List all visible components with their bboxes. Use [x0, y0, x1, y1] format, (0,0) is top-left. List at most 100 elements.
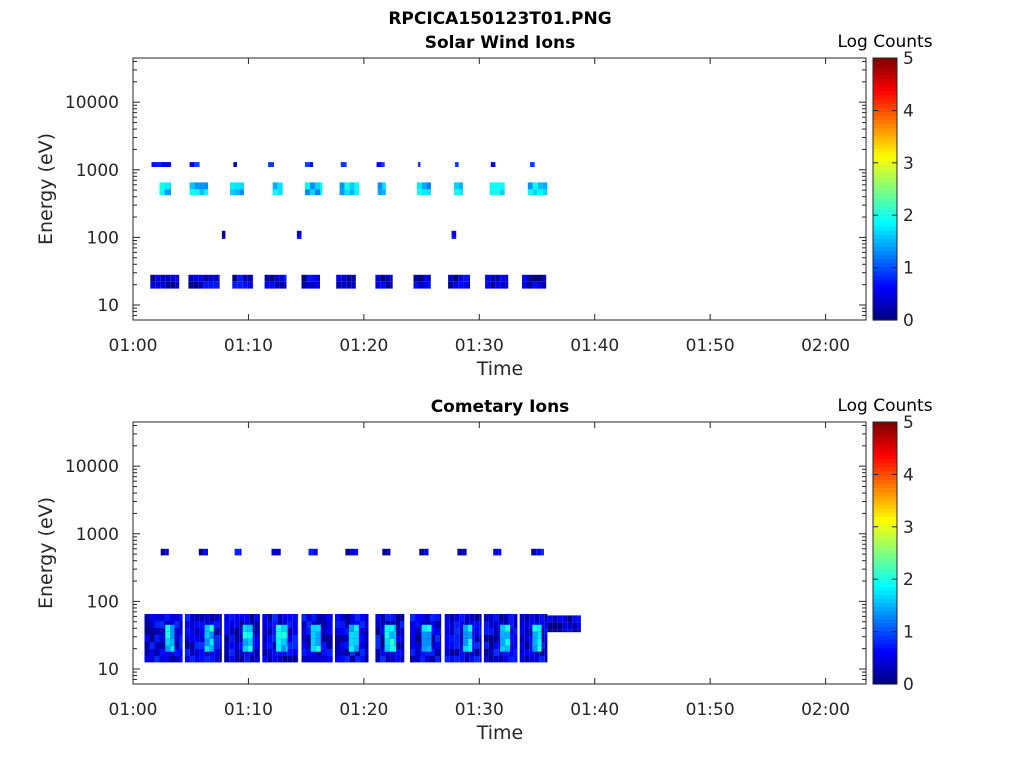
heatmap-cell	[189, 614, 195, 621]
heatmap-cell	[208, 281, 214, 289]
colorbar-segment	[873, 246, 897, 251]
heatmap-cell	[219, 642, 222, 649]
heatmap-cell	[189, 642, 195, 649]
heatmap-cell	[435, 628, 440, 635]
heatmap-cell	[503, 621, 509, 628]
heatmap-cell	[292, 628, 298, 635]
heatmap-cell	[340, 628, 345, 635]
heatmap-cell	[204, 649, 210, 656]
heatmap-cell	[345, 614, 350, 621]
heatmap-cell	[267, 621, 273, 628]
heatmap-cell	[234, 548, 240, 556]
heatmap-cell	[315, 182, 320, 190]
heatmap-cell	[508, 614, 514, 621]
heatmap-cell	[562, 622, 568, 630]
heatmap-cell	[259, 642, 260, 649]
heatmap-cell	[424, 548, 429, 556]
heatmap-cell	[500, 274, 506, 282]
heatmap-cell	[505, 624, 511, 632]
heatmap-cell	[365, 649, 369, 656]
heatmap-cell	[282, 656, 288, 663]
heatmap-cell	[529, 656, 535, 663]
heatmap-cell	[331, 621, 333, 628]
heatmap-cell	[174, 635, 180, 642]
heatmap-cell	[239, 548, 242, 556]
heatmap-cell	[430, 635, 435, 642]
heatmap-cell	[557, 622, 563, 630]
heatmap-cell	[311, 649, 317, 656]
heatmap-cell	[326, 621, 332, 628]
heatmap-cell	[315, 631, 321, 639]
heatmap-cell	[513, 628, 518, 635]
heatmap-cell	[301, 656, 307, 663]
heatmap-cell	[310, 645, 316, 652]
heatmap-cell	[219, 614, 222, 621]
colorbar-segment	[873, 426, 897, 431]
heatmap-cell	[320, 182, 323, 190]
heatmap-cell	[340, 614, 345, 621]
heatmap-cell	[490, 162, 496, 167]
colorbar-segment	[873, 205, 897, 211]
heatmap-cell	[234, 621, 240, 628]
colorbar-segment	[873, 266, 897, 272]
heatmap-cell	[428, 274, 431, 282]
colorbar-segment	[873, 524, 897, 530]
heatmap-cell	[380, 614, 386, 621]
heatmap-cell	[513, 635, 518, 642]
heatmap-cell	[272, 635, 278, 642]
heatmap-cell	[165, 548, 169, 556]
y-tick-label: 1000	[76, 161, 119, 181]
heatmap-cell	[544, 656, 548, 663]
heatmap-cell	[421, 631, 427, 639]
heatmap-cell	[244, 656, 250, 663]
heatmap-cell	[380, 621, 386, 628]
heatmap-cell	[395, 621, 401, 628]
heatmap-cell	[494, 189, 500, 196]
panel-title: Cometary Ions	[431, 397, 570, 417]
x-axis-label: Time	[476, 358, 524, 380]
heatmap-cell	[468, 638, 473, 646]
heatmap-cell	[547, 622, 553, 630]
heatmap-cell	[360, 642, 365, 649]
heatmap-cell	[544, 614, 548, 621]
heatmap-cell	[267, 656, 273, 663]
heatmap-cell	[354, 182, 360, 190]
colorbar-segment	[873, 557, 897, 562]
heatmap-cell	[239, 635, 245, 642]
heatmap-cell	[519, 635, 525, 642]
heatmap-cell	[174, 656, 180, 663]
colorbar-segment	[873, 234, 897, 239]
heatmap-cell	[213, 274, 219, 282]
heatmap-cell	[394, 631, 397, 639]
heatmap-cell	[426, 624, 432, 632]
heatmap-cell	[524, 656, 530, 663]
heatmap-cell	[224, 656, 230, 663]
heatmap-cell	[252, 281, 254, 289]
colorbar-tick-label: 4	[903, 465, 914, 485]
heatmap-cell	[389, 631, 395, 639]
heatmap-cell	[483, 649, 489, 656]
heatmap-cell	[239, 628, 245, 635]
colorbar-segment	[873, 229, 897, 235]
heatmap-cell	[522, 274, 527, 282]
heatmap-cell	[169, 649, 175, 656]
heatmap-cell	[214, 649, 220, 656]
x-tick-label: 02:00	[801, 336, 850, 356]
heatmap-cell	[351, 281, 356, 289]
heatmap-cell	[144, 642, 150, 649]
heatmap-cell	[493, 614, 499, 621]
heatmap-cell	[385, 621, 391, 628]
heatmap-cell	[301, 642, 307, 649]
heatmap-cell	[469, 614, 475, 621]
colorbar-segment	[873, 94, 897, 100]
heatmap-cell	[306, 621, 312, 628]
heatmap-cell	[189, 628, 195, 635]
heatmap-cell	[513, 656, 518, 663]
heatmap-cell	[254, 628, 260, 635]
heatmap-cell	[154, 621, 160, 628]
heatmap-cell	[513, 649, 518, 656]
heatmap-cell	[400, 635, 405, 642]
heatmap-cell	[305, 182, 310, 190]
colorbar-segment	[873, 238, 897, 243]
heatmap-cell	[321, 635, 327, 642]
